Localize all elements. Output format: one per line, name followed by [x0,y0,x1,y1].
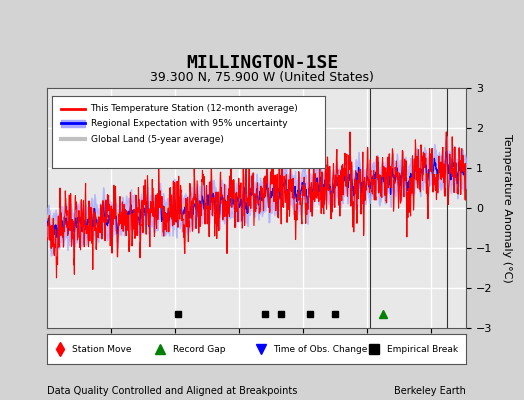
Text: Time of Obs. Change: Time of Obs. Change [274,344,368,354]
Text: Record Gap: Record Gap [173,344,225,354]
Text: Station Move: Station Move [72,344,132,354]
Text: This Temperature Station (12-month average): This Temperature Station (12-month avera… [91,104,298,114]
Text: Global Land (5-year average): Global Land (5-year average) [91,135,223,144]
Text: Empirical Break: Empirical Break [387,344,458,354]
Text: Berkeley Earth: Berkeley Earth [395,386,466,396]
Text: Regional Expectation with 95% uncertainty: Regional Expectation with 95% uncertaint… [91,119,287,128]
Y-axis label: Temperature Anomaly (°C): Temperature Anomaly (°C) [502,134,512,282]
Text: Data Quality Controlled and Aligned at Breakpoints: Data Quality Controlled and Aligned at B… [47,386,298,396]
Text: 39.300 N, 75.900 W (United States): 39.300 N, 75.900 W (United States) [150,71,374,84]
Text: MILLINGTON-1SE: MILLINGTON-1SE [186,54,338,72]
